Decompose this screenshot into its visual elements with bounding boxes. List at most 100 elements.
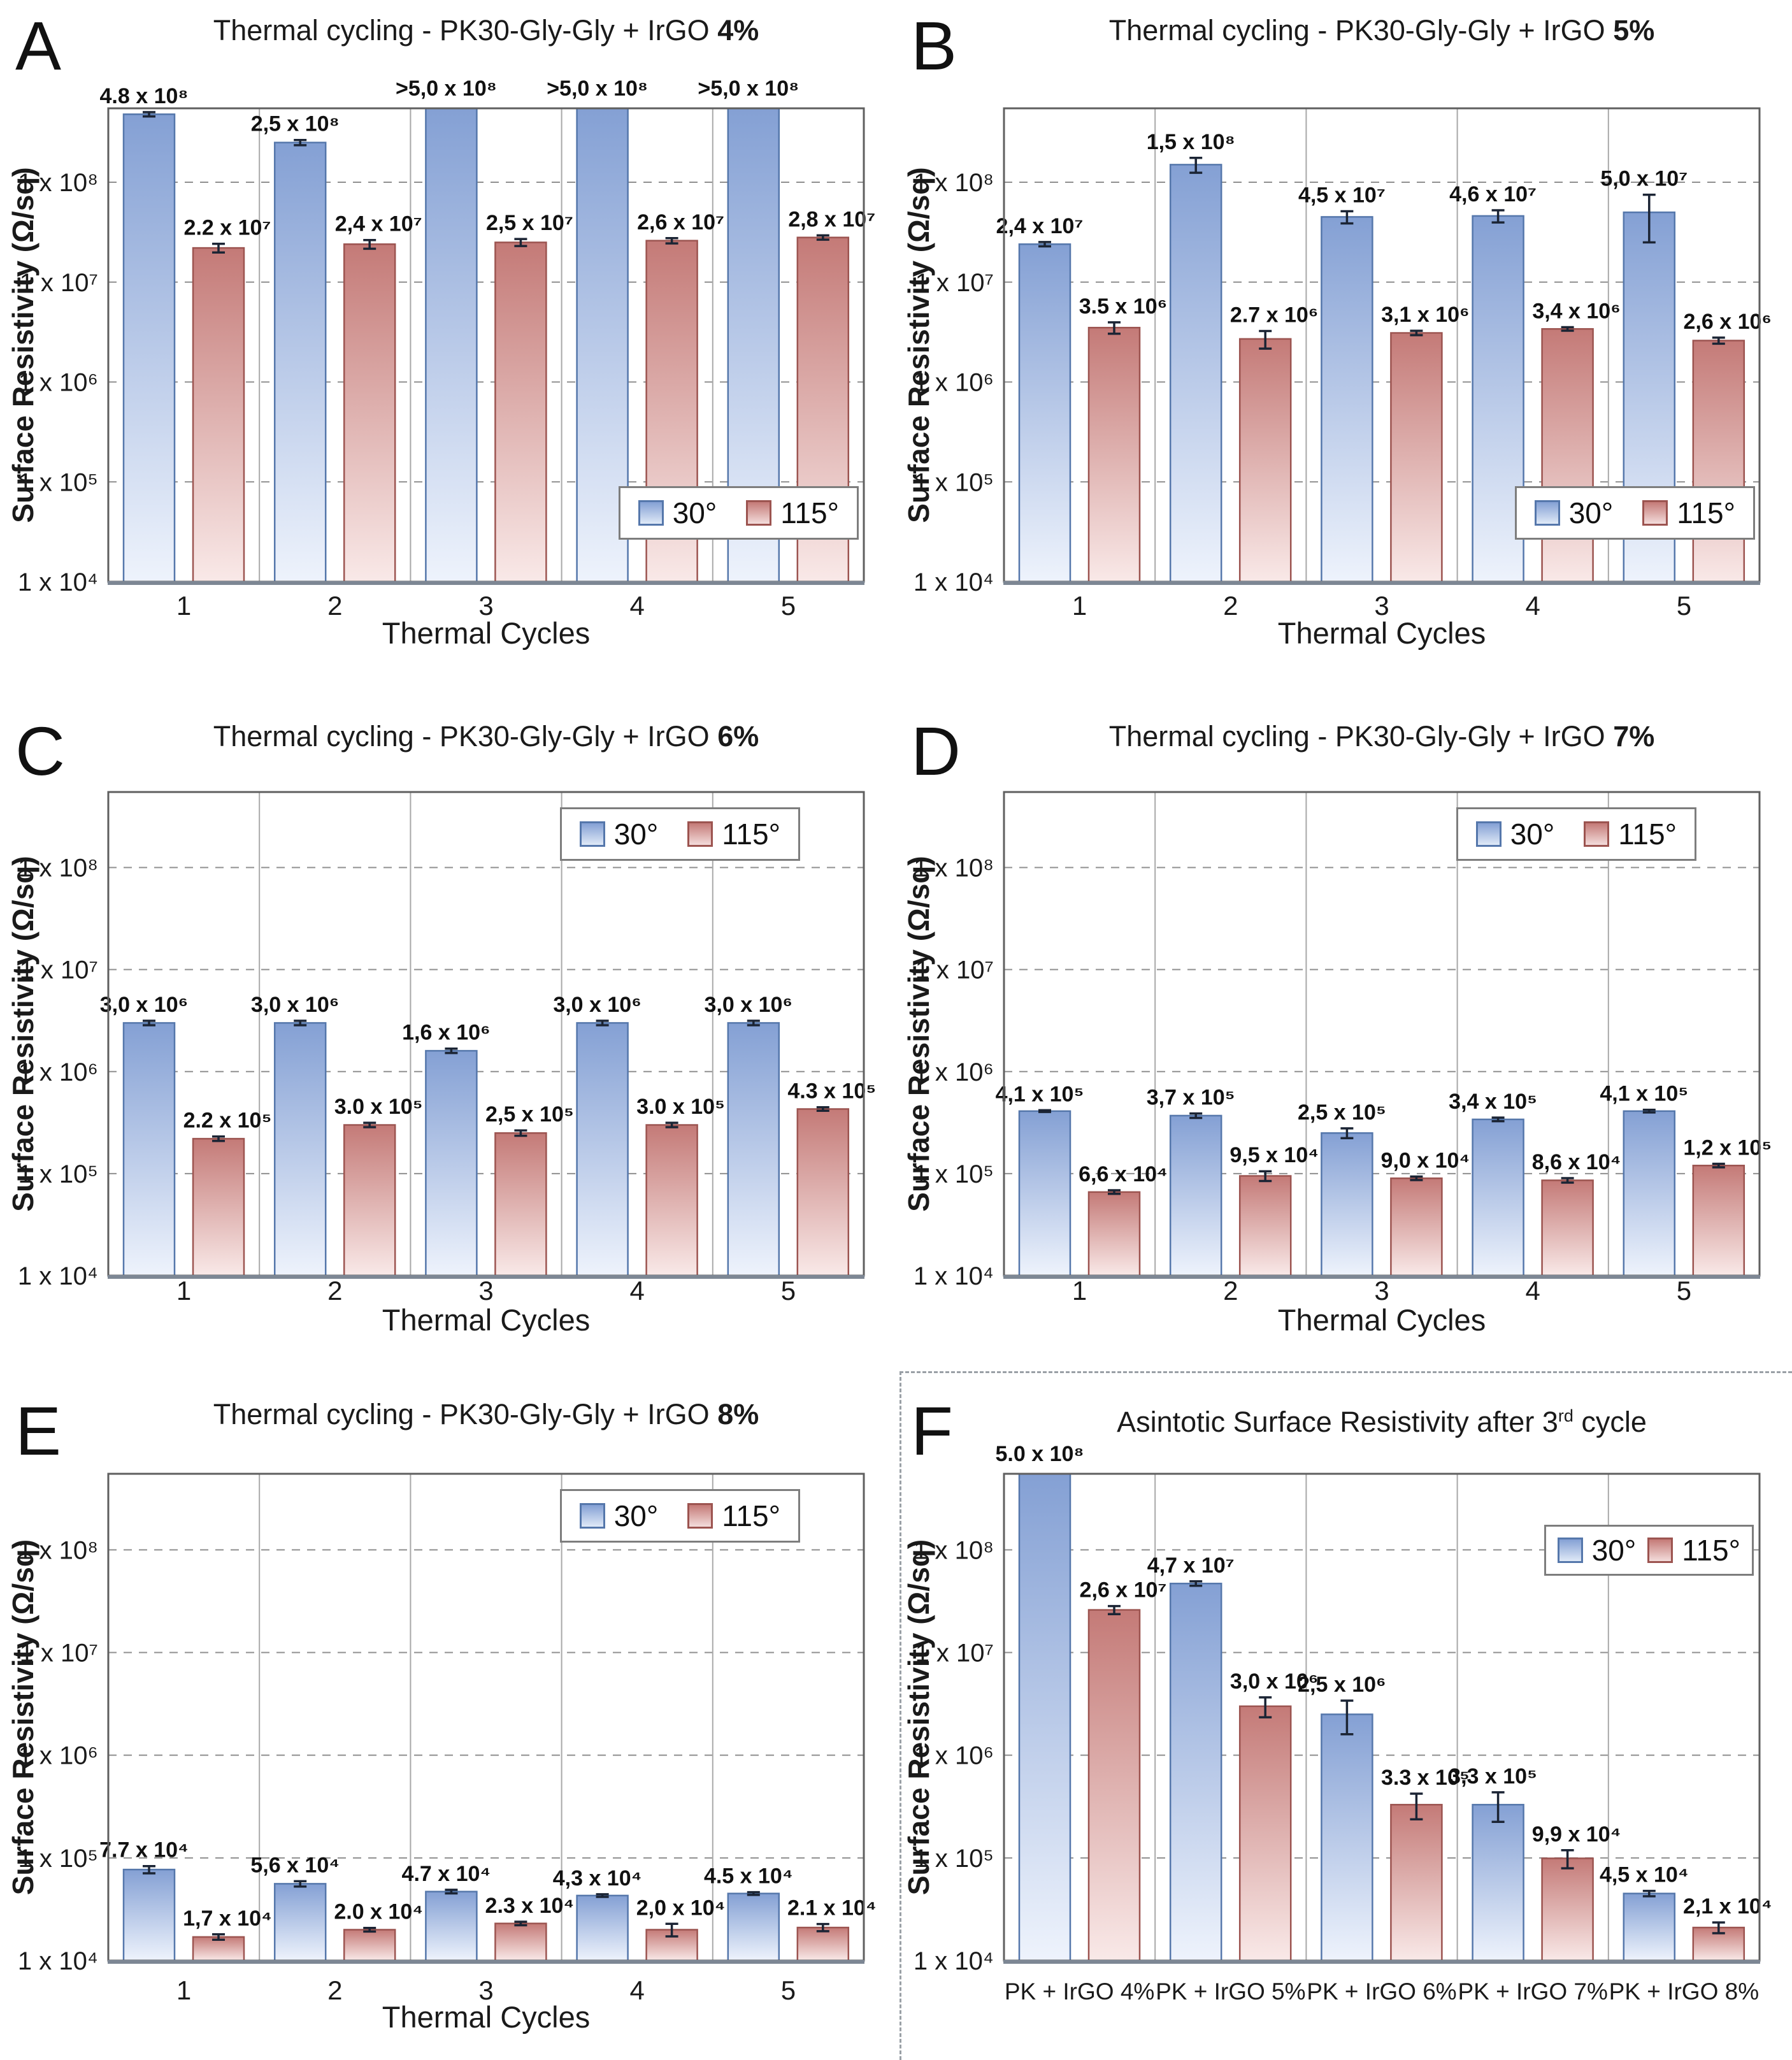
bar-115°-cycle5: [796, 1108, 850, 1277]
legend: 30° 115°: [1514, 486, 1755, 540]
svg-text:3: 3: [1374, 591, 1389, 621]
bar-115°-cycle1: [1087, 1191, 1141, 1277]
bar-value-label: >5,0 x 10⁸: [698, 76, 799, 101]
error-bar: [143, 1019, 155, 1026]
bar-value-label: 2,5 x 10⁷: [486, 211, 573, 235]
svg-text:5: 5: [1677, 591, 1691, 621]
panel-A: A Thermal cycling - PK30-Gly-Gly + IrGO 4…: [0, 0, 896, 669]
error-bar: [212, 1135, 225, 1142]
error-bar: [1712, 1921, 1725, 1934]
svg-text:3: 3: [478, 1276, 493, 1306]
error-bar: [1410, 329, 1423, 336]
bar-value-label: 4,7 x 10⁷: [1147, 1553, 1235, 1578]
bar-30°-cycle4: [576, 1022, 629, 1277]
bar-value-label: 4,5 x 10⁴: [1600, 1863, 1689, 1887]
x-axis-title: Thermal Cycles: [382, 2000, 590, 2034]
bar-value-label: 4.3 x 10⁵: [787, 1079, 876, 1104]
legend-label: 115°: [1682, 1534, 1740, 1567]
svg-text:3: 3: [478, 591, 493, 621]
svg-text:1 x 10⁶: 1 x 10⁶: [18, 369, 98, 397]
error-bar: [1340, 1127, 1354, 1140]
legend-swatch-30-icon: [579, 821, 605, 847]
bar-30°-cycle2: [1169, 1114, 1222, 1277]
error-bar: [445, 1889, 458, 1895]
gridlines: [108, 1549, 864, 1859]
bar-30°-cycle4: [1472, 1804, 1524, 1962]
error-bar: [1259, 1170, 1272, 1183]
legend-item-30: 30°: [579, 817, 658, 851]
bar-value-label: 2,0 x 10⁴: [636, 1896, 726, 1920]
legend-swatch-30-icon: [579, 1503, 605, 1529]
bar-value-label: 3,3 x 10⁵: [1449, 1764, 1537, 1789]
svg-text:1 x 10⁸: 1 x 10⁸: [914, 169, 994, 197]
svg-text:1 x 10⁸: 1 x 10⁸: [914, 854, 994, 882]
bar-115°-cycle5: [1692, 340, 1745, 583]
svg-text:1 x 10⁴: 1 x 10⁴: [18, 1262, 98, 1290]
chart-plot-A: 4.8 x 10⁸ 2,5 x 10⁸ >5,0 x 10⁸ >5,0 x 10⁸ >…: [6, 76, 875, 650]
category-separators: [1154, 1474, 1609, 1961]
panel-letter: E: [15, 1392, 62, 1469]
legend-item-30: 30°: [579, 1499, 659, 1533]
bar-30°-cycle5: [727, 1892, 780, 1962]
bar-115°-cycle4: [1541, 1179, 1594, 1277]
bar-value-label: 2,1 x 10⁴: [1683, 1894, 1772, 1919]
panel-title-percent: 4%: [717, 14, 759, 47]
panel-title-text: Thermal cycling - PK30-Gly-Gly + IrGO: [1108, 720, 1605, 753]
svg-text:PK + IrGO 5%: PK + IrGO 5%: [1156, 1978, 1305, 2005]
bar-115°-cycle3: [494, 241, 547, 583]
bar-value-label: 4.7 x 10⁴: [402, 1862, 491, 1886]
svg-text:1 x 10⁶: 1 x 10⁶: [914, 369, 994, 397]
bar-value-label: 7.7 x 10⁴: [99, 1838, 189, 1862]
x-axis-title: Thermal Cycles: [1278, 1303, 1486, 1337]
category-separators: [1154, 792, 1609, 1276]
bar-115°-cycle2: [343, 1124, 396, 1277]
error-bar: [514, 1920, 527, 1927]
bar-30°-cycle3: [425, 1049, 478, 1277]
legend-label: 115°: [722, 1499, 780, 1532]
legend-item-115: 115°: [1647, 1533, 1740, 1567]
svg-text:2: 2: [327, 1276, 342, 1306]
bar-30°-cycle1: [122, 1868, 176, 1962]
panel-title-text: Thermal cycling - PK30-Gly-Gly + IrGO: [1108, 14, 1605, 47]
y-tick-labels: 1 x 10⁸ 1 x 10⁷ 1 x 10⁶ 1 x 10⁵ 1 x 10⁴: [914, 854, 994, 1291]
svg-text:5: 5: [1677, 1276, 1691, 1306]
bar-value-label: 9,9 x 10⁴: [1532, 1822, 1621, 1847]
svg-text:PK + IrGO 4%: PK + IrGO 4%: [1005, 1978, 1154, 2005]
svg-text:4: 4: [1526, 591, 1540, 621]
svg-text:1 x 10⁶: 1 x 10⁶: [18, 1058, 98, 1086]
legend-label: 115°: [1618, 818, 1677, 851]
panel-title-text: Thermal cycling - PK30-Gly-Gly + IrGO: [213, 720, 710, 753]
legend-item-115: 115°: [1584, 817, 1677, 851]
error-bar: [665, 1922, 678, 1938]
bar-30°-cycle2: [273, 1883, 327, 1962]
svg-text:4: 4: [630, 591, 645, 621]
error-bar: [1712, 336, 1725, 345]
svg-text:1 x 10⁸: 1 x 10⁸: [18, 169, 98, 197]
error-bar: [294, 138, 307, 147]
svg-text:4: 4: [630, 1975, 645, 2005]
legend-item-30: 30°: [1534, 496, 1613, 530]
panel-title: Asintotic Surface Resistivity after 3rd …: [1004, 1406, 1760, 1439]
error-bar: [1340, 1699, 1354, 1736]
bar-115°-cycle2: [343, 1929, 396, 1962]
error-bar: [816, 234, 829, 241]
x-tick-labels: 1 2 3 4 5: [176, 1276, 796, 1306]
panel-letter: F: [911, 1392, 953, 1469]
svg-text:2: 2: [327, 591, 342, 621]
y-tick-labels: 1 x 10⁸ 1 x 10⁷ 1 x 10⁶ 1 x 10⁵ 1 x 10⁴: [18, 169, 98, 596]
error-bar: [1561, 1177, 1574, 1184]
bar-30°-cycle3: [425, 1891, 478, 1962]
legend-item-30: 30°: [638, 496, 717, 530]
panel-title-sup: rd: [1558, 1406, 1573, 1425]
legend-label: 30°: [613, 1499, 659, 1532]
error-bar: [294, 1019, 307, 1026]
svg-text:1 x 10⁵: 1 x 10⁵: [18, 1160, 98, 1188]
bar-value-label: 2,5 x 10⁵: [1298, 1100, 1386, 1125]
x-axis-title: Thermal Cycles: [382, 616, 590, 650]
svg-text:5: 5: [781, 1975, 796, 2005]
error-bar: [363, 1121, 376, 1128]
legend: 30° 115°: [559, 807, 800, 861]
error-bar: [1642, 1108, 1656, 1114]
svg-text:2: 2: [1223, 591, 1238, 621]
svg-text:1: 1: [1072, 591, 1087, 621]
